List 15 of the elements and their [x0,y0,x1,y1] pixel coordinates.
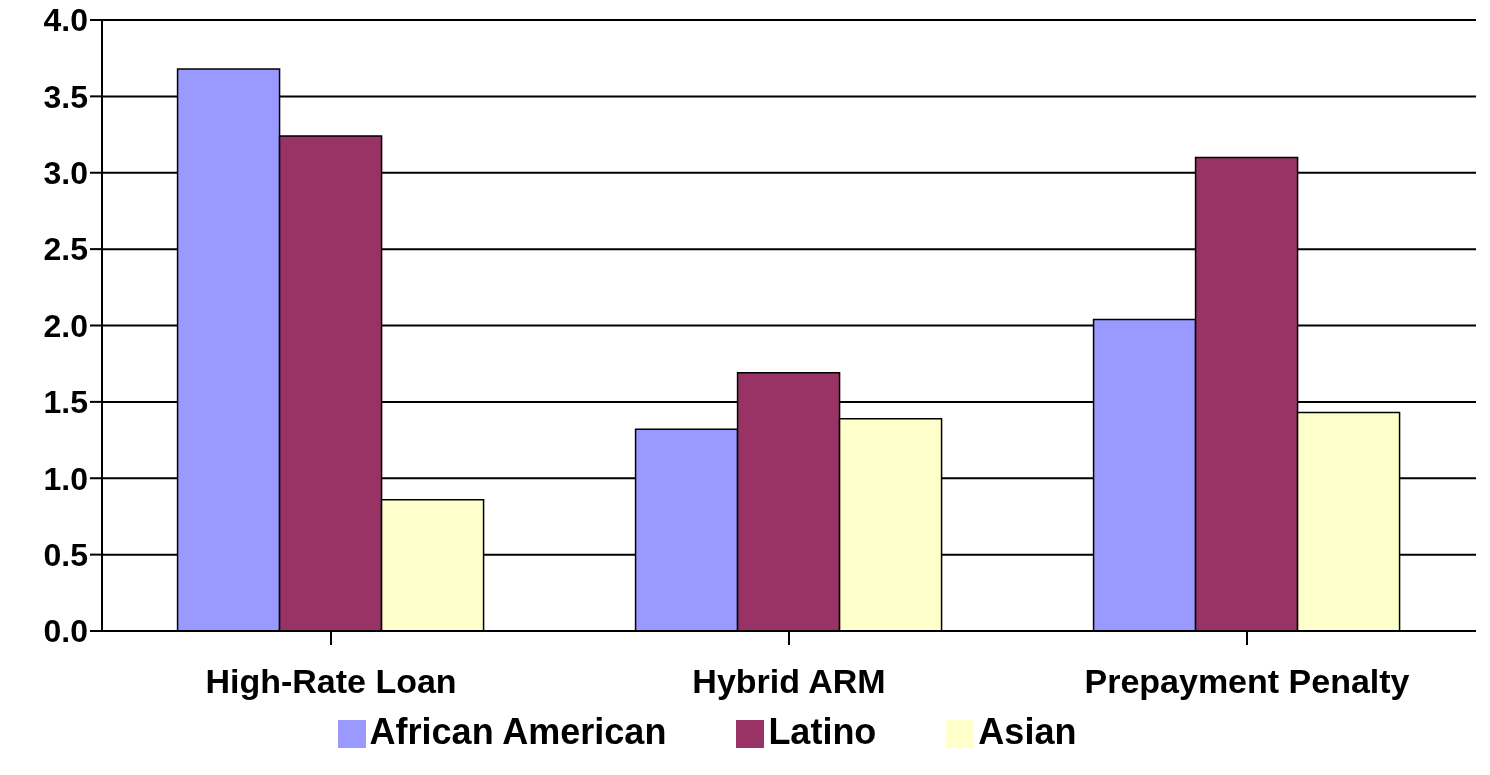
y-tick-label: 1.0 [43,460,88,497]
x-tick-label: Prepayment Penalty [1084,662,1410,701]
y-tick-label: 0.0 [43,613,88,650]
legend-label: Asian [978,711,1077,752]
y-tick-label: 2.0 [43,307,88,344]
legend-label: Latino [768,711,877,752]
x-tick-label: Hybrid ARM [692,662,886,701]
x-tick-label: High-Rate Loan [205,662,457,701]
y-tick-label: 3.5 [43,78,88,115]
y-tick-label: 4.0 [43,2,88,39]
legend-label: African American [369,711,667,752]
y-tick-label: 1.5 [43,384,88,421]
y-tick-label: 2.5 [43,231,88,268]
y-tick-label: 3.0 [43,155,88,192]
y-tick-label: 0.5 [43,536,88,573]
